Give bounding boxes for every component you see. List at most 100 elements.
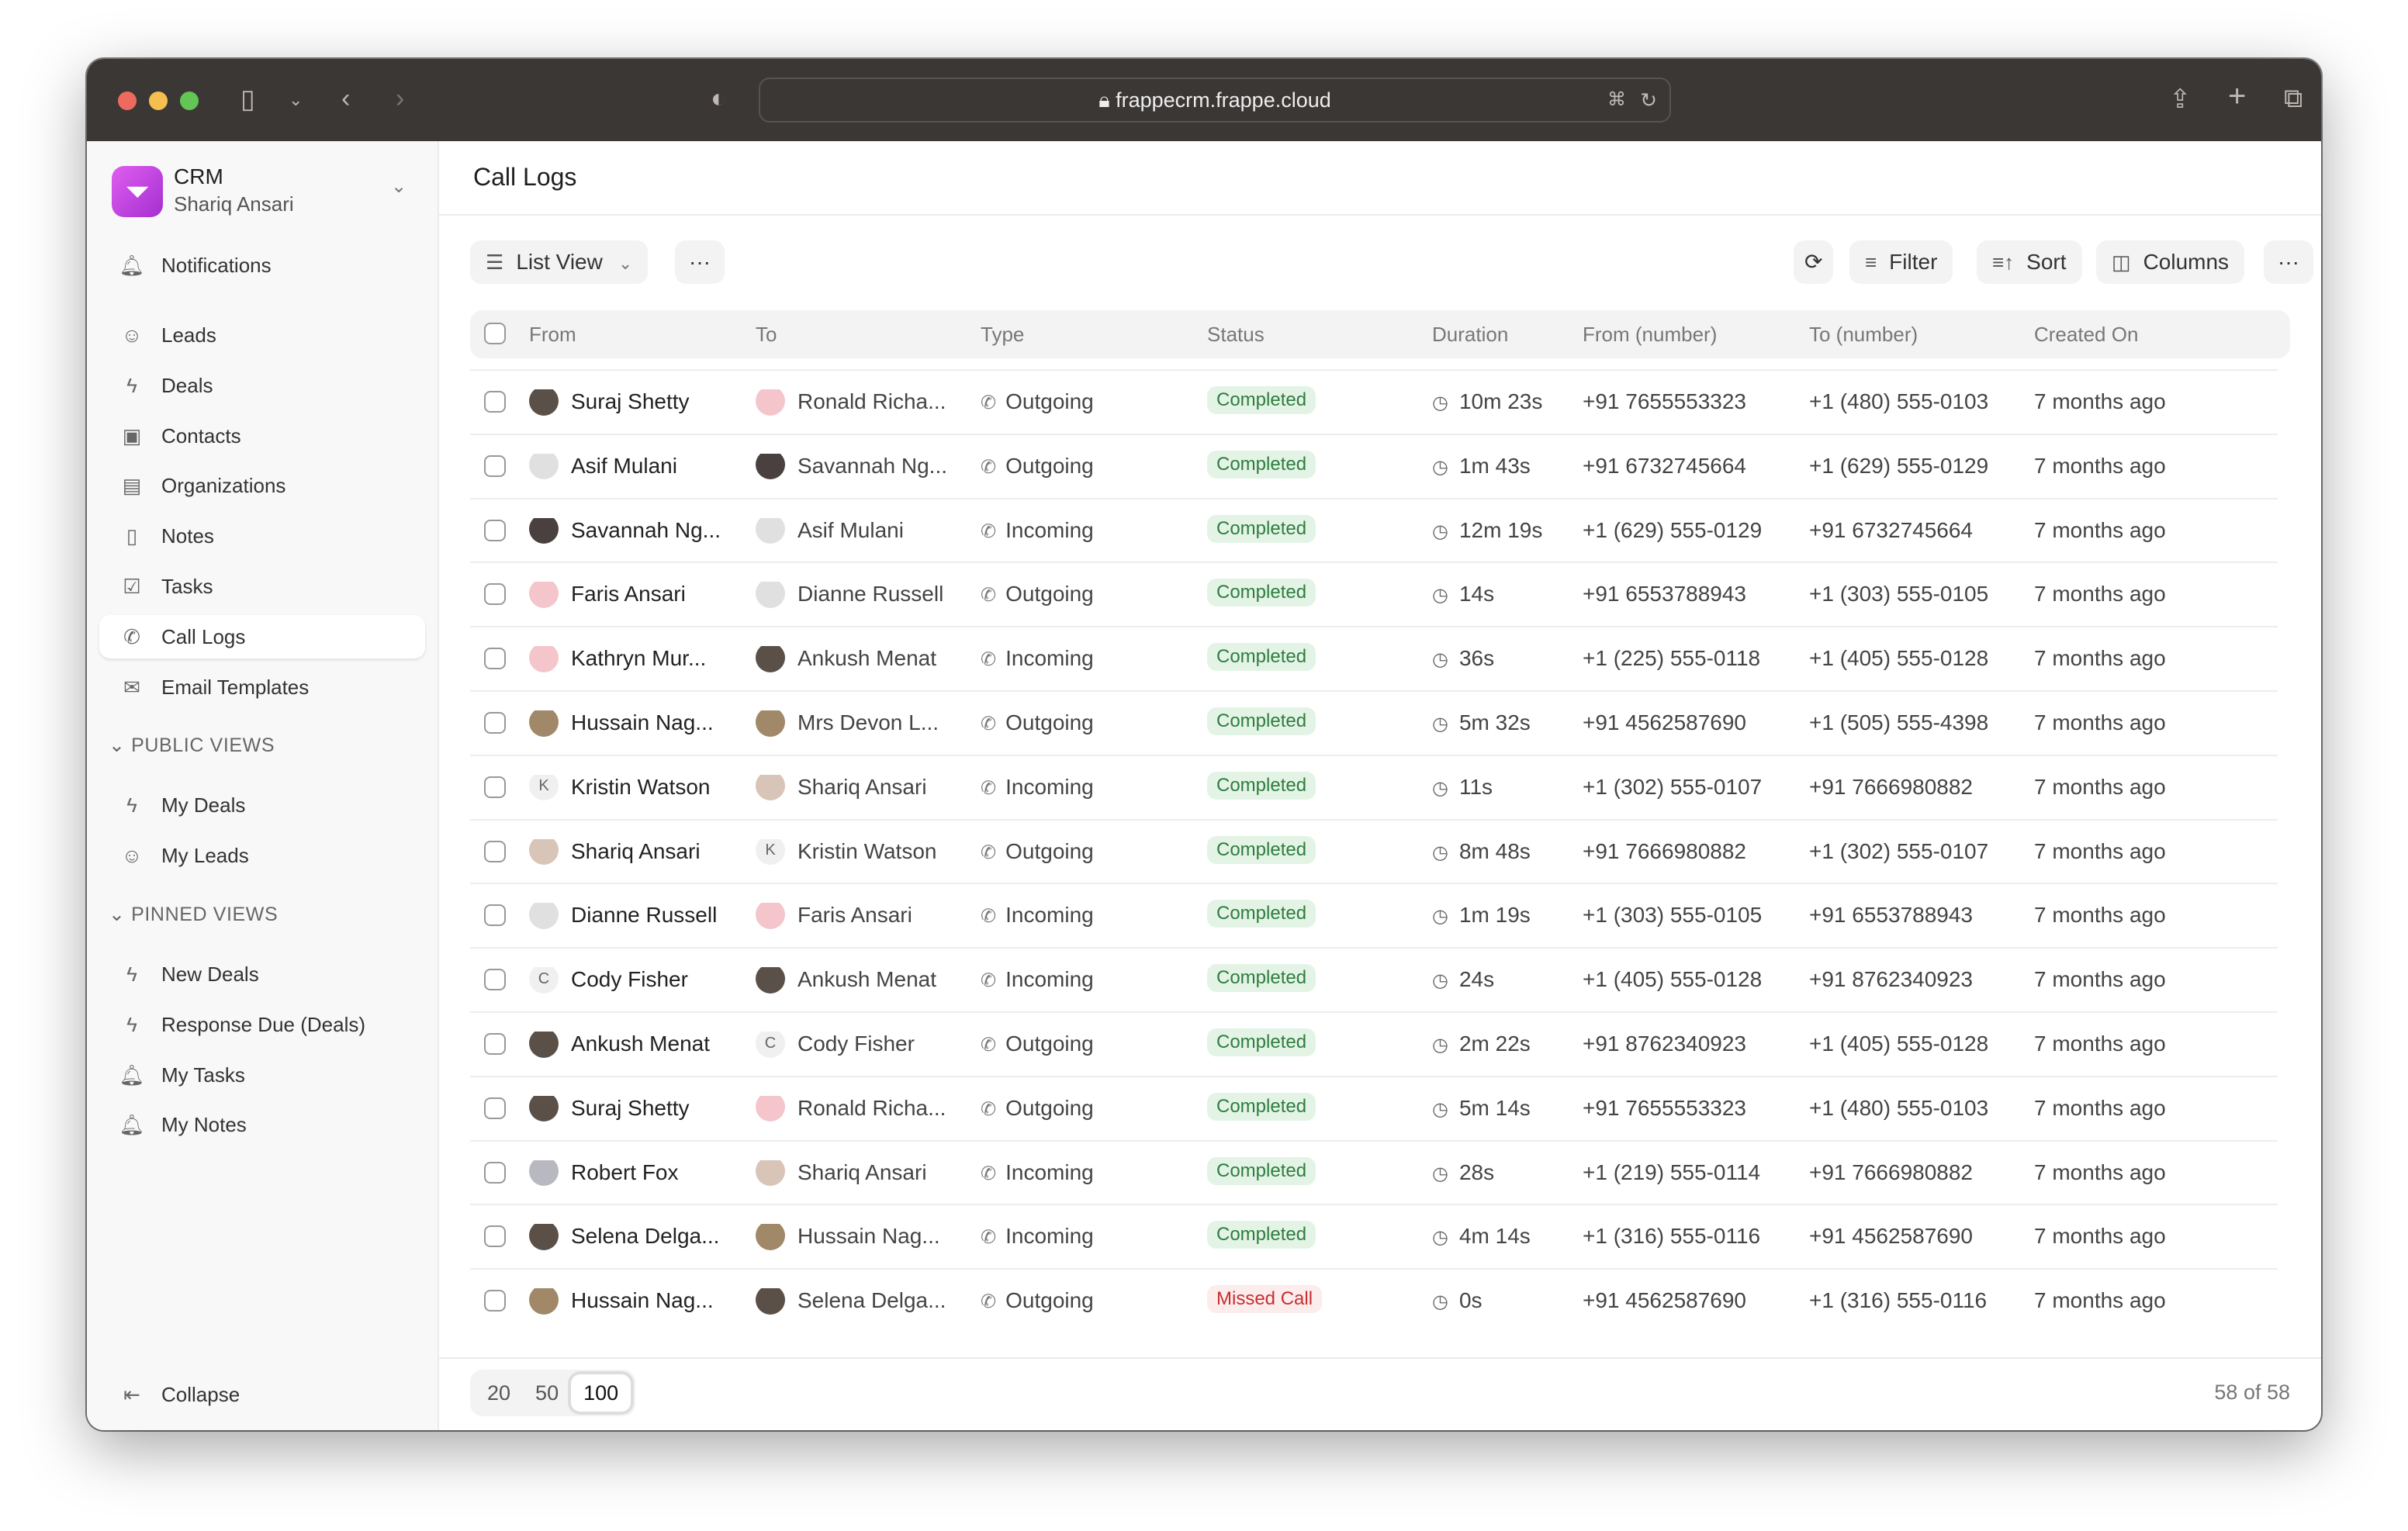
sidebar-item-call-logs[interactable]: ✆ Call Logs: [99, 614, 425, 658]
avatar: C: [756, 1032, 785, 1058]
row-checkbox[interactable]: [484, 1290, 506, 1312]
minimize-window-button[interactable]: [149, 92, 168, 110]
collapse-button[interactable]: ⇤ Collapse: [99, 1373, 425, 1416]
status-cell: Completed: [1207, 643, 1316, 672]
address-bar[interactable]: 🔒︎ frappecrm.frappe.cloud ↻ ⌘: [759, 78, 1671, 123]
duration: 24s: [1458, 967, 1495, 992]
table-row[interactable]: Dianne Russell Faris Ansari ✆ Incoming Co…: [470, 883, 2278, 946]
page-size-100[interactable]: 100: [571, 1374, 631, 1412]
sidebar-item-tasks[interactable]: ☑ Tasks: [99, 565, 425, 608]
row-checkbox[interactable]: [484, 969, 506, 991]
view-more-button[interactable]: ···: [675, 240, 725, 284]
sidebar-item-new-deals[interactable]: ϟ New Deals: [99, 952, 425, 996]
public-views-header[interactable]: ⌄ PUBLIC VIEWS: [109, 734, 275, 756]
shield-icon[interactable]: ◐: [711, 84, 727, 113]
column-header[interactable]: From: [529, 323, 576, 346]
clock-icon: ◷: [1432, 842, 1448, 863]
table-row[interactable]: Ankush Menat C Cody Fisher ✆ Outgoing Comp…: [470, 1011, 2278, 1075]
call-type: Incoming: [1005, 646, 1094, 671]
table-row[interactable]: Shariq Ansari K Kristin Watson ✆ Outgoing …: [470, 818, 2278, 883]
translate-icon[interactable]: ⌘: [1607, 89, 1626, 110]
table-row[interactable]: Suraj Shetty Ronald Richa... ✆ Outgoing C…: [470, 369, 2278, 433]
sidebar-item-notes[interactable]: ▯ Notes: [99, 514, 425, 558]
duration: 36s: [1458, 646, 1495, 671]
receiver-name: Selena Delga...: [797, 1288, 946, 1313]
view-selector[interactable]: ☰ List View ⌄: [470, 240, 649, 284]
reload-icon[interactable]: ↻: [1640, 88, 1657, 112]
row-checkbox[interactable]: [484, 519, 506, 541]
table-row[interactable]: Kathryn Mur... Ankush Menat ✆ Incoming Co…: [470, 626, 2278, 689]
column-header[interactable]: Duration: [1432, 323, 1509, 346]
sidebar-item-my-deals[interactable]: ϟ My Deals: [99, 783, 425, 827]
sidebar-item-my-tasks[interactable]: 🔔︎ My Tasks: [99, 1053, 425, 1097]
caller-name: Hussain Nag...: [571, 1288, 714, 1313]
section-title: PINNED VIEWS: [131, 904, 279, 925]
more-options-button[interactable]: ···: [2264, 240, 2313, 284]
table-row[interactable]: Faris Ansari Dianne Russell ✆ Outgoing Co…: [470, 562, 2278, 625]
sidebar-item-organizations[interactable]: ▤ Organizations: [99, 464, 425, 507]
avatar: [529, 453, 559, 480]
column-header[interactable]: Status: [1207, 323, 1265, 346]
sidebar-item-deals[interactable]: ϟ Deals: [99, 364, 425, 407]
row-checkbox[interactable]: [484, 776, 506, 798]
column-header[interactable]: From (number): [1583, 323, 1718, 346]
pinned-views-header[interactable]: ⌄ PINNED VIEWS: [109, 904, 279, 925]
chevron-down-icon[interactable]: ⌄: [289, 90, 303, 109]
table-row[interactable]: Hussain Nag... Mrs Devon L... ✆ Outgoing …: [470, 690, 2278, 754]
sidebar-item-my-leads[interactable]: ☺ My Leads: [99, 834, 425, 877]
sidebar-item-contacts[interactable]: ▣ Contacts: [99, 414, 425, 458]
table-row[interactable]: C Cody Fisher Ankush Menat ✆ Incoming Comp…: [470, 947, 2278, 1011]
table-row[interactable]: Selena Delga... Hussain Nag... ✆ Incoming…: [470, 1204, 2278, 1267]
row-checkbox[interactable]: [484, 454, 506, 477]
avatar: [756, 1095, 785, 1122]
status-badge: Completed: [1207, 386, 1316, 414]
page-size-20[interactable]: 20: [487, 1381, 511, 1405]
column-header[interactable]: Created On: [2034, 323, 2139, 346]
sidebar-item-leads[interactable]: ☺ Leads: [99, 313, 425, 357]
table-row[interactable]: Hussain Nag... Selena Delga... ✆ Outgoing…: [470, 1268, 2278, 1332]
maximize-window-button[interactable]: [180, 92, 199, 110]
row-checkbox[interactable]: [484, 583, 506, 606]
sidebar-toggle-icon[interactable]: ▯: [240, 85, 255, 114]
row-checkbox[interactable]: [484, 1097, 506, 1119]
status-badge: Missed Call: [1207, 1285, 1323, 1314]
close-window-button[interactable]: [118, 92, 137, 110]
table-row[interactable]: Suraj Shetty Ronald Richa... ✆ Outgoing C…: [470, 1075, 2278, 1139]
row-checkbox[interactable]: [484, 840, 506, 862]
sidebar-item-my-notes[interactable]: 🔔︎ My Notes: [99, 1103, 425, 1146]
column-header[interactable]: To (number): [1809, 323, 1918, 346]
table-row[interactable]: K Kristin Watson Shariq Ansari ✆ Incoming …: [470, 754, 2278, 818]
tabs-overview-icon[interactable]: ⧉: [2284, 84, 2303, 113]
status-cell: Completed: [1207, 964, 1316, 993]
row-checkbox[interactable]: [484, 1033, 506, 1055]
column-header[interactable]: Type: [981, 323, 1025, 346]
row-checkbox[interactable]: [484, 1161, 506, 1184]
receiver-name: Cody Fisher: [797, 1032, 915, 1056]
row-checkbox[interactable]: [484, 712, 506, 734]
row-checkbox[interactable]: [484, 1225, 506, 1248]
share-icon[interactable]: ⇪: [2169, 85, 2192, 114]
created-on: 7 months ago: [2034, 903, 2166, 928]
row-checkbox[interactable]: [484, 648, 506, 670]
table-row[interactable]: Robert Fox Shariq Ansari ✆ Incoming Compl…: [470, 1139, 2278, 1204]
status-cell: Completed: [1207, 450, 1316, 479]
back-icon[interactable]: ‹: [341, 84, 351, 113]
columns-label: Columns: [2143, 250, 2230, 274]
sidebar-item-response-due-deals[interactable]: ϟ Response Due (Deals): [99, 1003, 425, 1046]
select-all-checkbox[interactable]: [484, 323, 506, 344]
column-header[interactable]: To: [756, 323, 777, 346]
sort-button[interactable]: ≡↑ Sort: [1977, 240, 2082, 284]
table-row[interactable]: Asif Mulani Savannah Ng... ✆ Outgoing Com…: [470, 433, 2278, 497]
refresh-button[interactable]: ⟳: [1794, 240, 1834, 284]
sidebar-item-notifications[interactable]: 🔔︎ Notifications: [99, 244, 425, 287]
columns-button[interactable]: ◫ Columns: [2096, 240, 2245, 284]
filter-button[interactable]: ≡ Filter: [1849, 240, 1953, 284]
duration-cell: ◷ 12m 19s: [1432, 518, 1542, 543]
page-size-50[interactable]: 50: [535, 1381, 559, 1405]
row-checkbox[interactable]: [484, 904, 506, 927]
row-checkbox[interactable]: [484, 391, 506, 413]
table-row[interactable]: Savannah Ng... Asif Mulani ✆ Incoming Com…: [470, 497, 2278, 562]
sidebar-item-email-templates[interactable]: ✉ Email Templates: [99, 665, 425, 709]
new-tab-icon[interactable]: +: [2228, 79, 2247, 113]
duration-cell: ◷ 28s: [1432, 1160, 1494, 1185]
